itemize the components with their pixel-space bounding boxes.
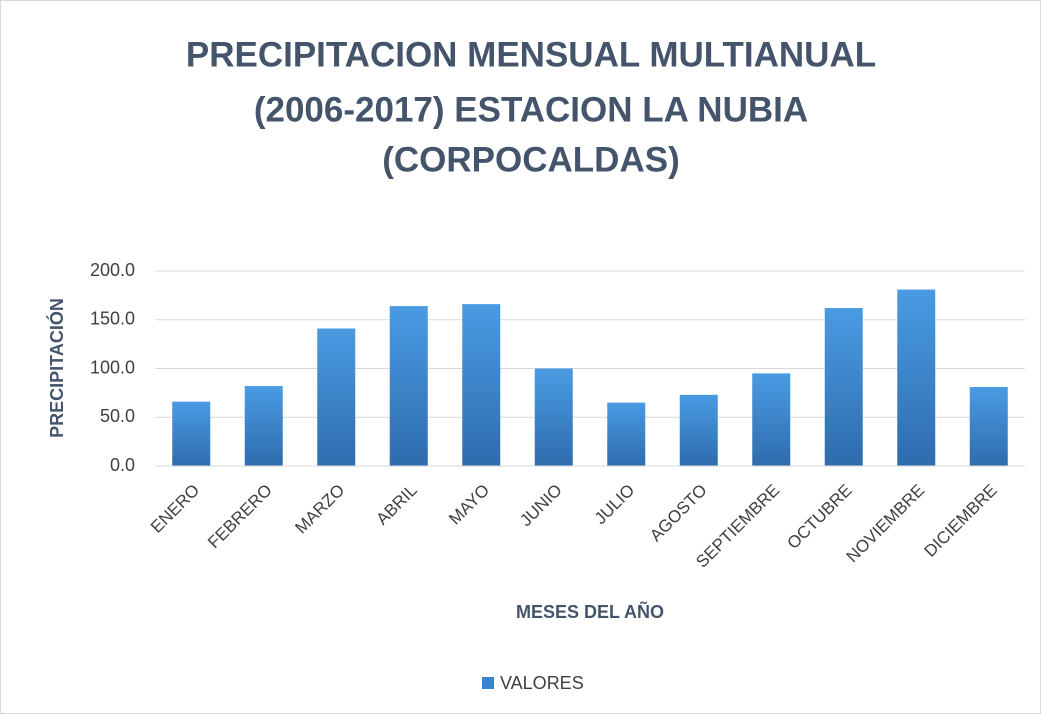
bar (534, 368, 573, 466)
bar (679, 394, 718, 466)
y-tick-label: 100.0 (90, 357, 135, 377)
y-tick-label: 0.0 (110, 455, 135, 475)
bar (172, 401, 211, 466)
bar (317, 328, 356, 466)
chart-title: (2006-2017) ESTACION LA NUBIA (254, 90, 808, 129)
bar (824, 308, 863, 466)
legend-swatch (482, 677, 494, 689)
chart-title: PRECIPITACION MENSUAL MULTIANUAL (186, 35, 876, 74)
bar (897, 289, 936, 466)
chart-title: (CORPOCALDAS) (382, 140, 679, 179)
y-tick-label: 50.0 (100, 406, 135, 426)
bar (752, 373, 791, 466)
y-axis-title: PRECIPITACIÓN (46, 298, 67, 438)
bar (389, 306, 428, 466)
bar (462, 304, 501, 466)
bar (969, 387, 1008, 466)
x-axis-title: MESES DEL AÑO (516, 601, 664, 622)
bar (607, 402, 646, 466)
y-tick-label: 200.0 (90, 260, 135, 280)
bar (244, 386, 283, 466)
legend-label: VALORES (500, 673, 584, 693)
y-tick-label: 150.0 (90, 309, 135, 329)
